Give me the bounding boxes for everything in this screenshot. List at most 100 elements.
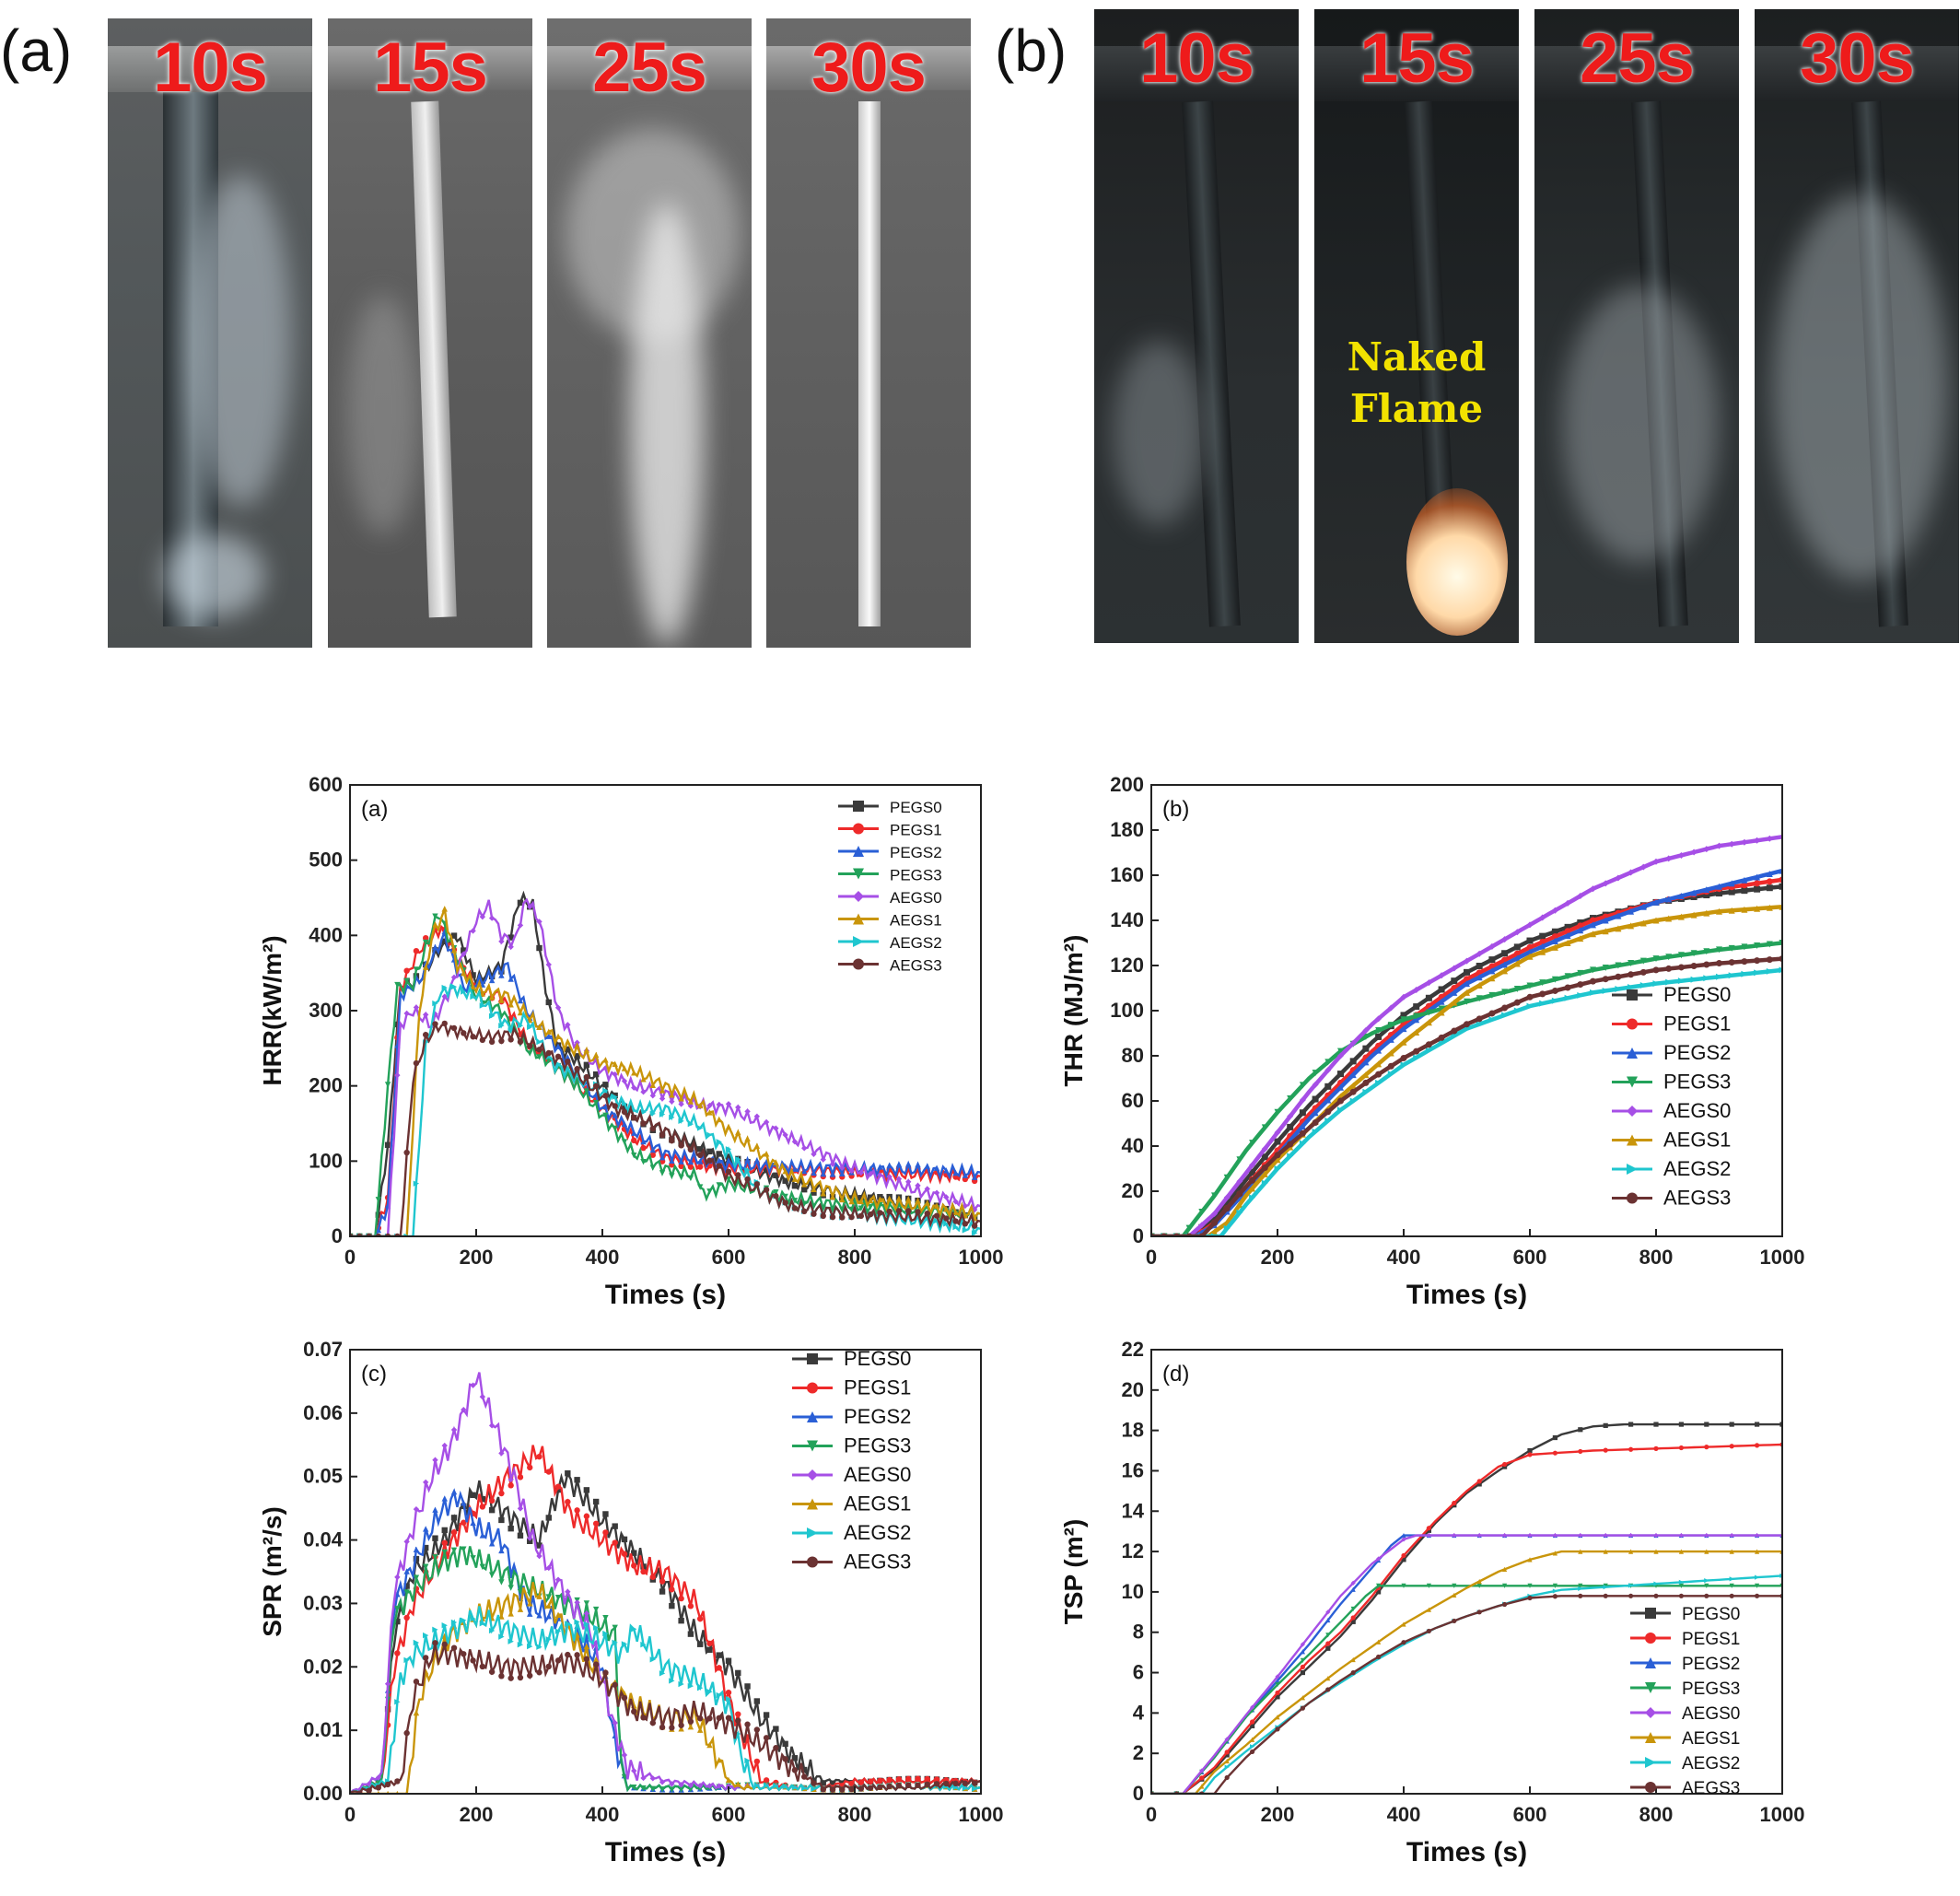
data-point: [1224, 1764, 1230, 1770]
data-point: [488, 994, 496, 1001]
legend-label: AEGS1: [1663, 1129, 1731, 1152]
data-point: [1628, 907, 1635, 915]
data-point: [735, 1717, 741, 1724]
data-point: [1274, 1108, 1281, 1116]
data-point: [1577, 927, 1584, 934]
data-point: [678, 1680, 684, 1688]
data-point: [1362, 1033, 1370, 1040]
data-point: [1236, 1156, 1243, 1164]
legend-label: PEGS0: [844, 1347, 911, 1370]
data-point: [450, 947, 458, 954]
data-point: [1628, 971, 1635, 978]
data-point: [1375, 1033, 1382, 1040]
data-point: [706, 1131, 713, 1139]
data-point: [735, 1104, 741, 1111]
panel-label: (c): [361, 1362, 387, 1387]
data-point: [1539, 914, 1546, 921]
data-point: [1249, 1194, 1256, 1201]
x-axis-label: Times (s): [1406, 1280, 1527, 1310]
data-point: [1665, 915, 1673, 922]
data-point: [1527, 1595, 1533, 1601]
data-point: [915, 1197, 921, 1204]
data-point: [631, 1562, 637, 1569]
data-point: [1400, 993, 1407, 1001]
legend-marker: [807, 1382, 818, 1394]
data-point: [773, 1745, 779, 1751]
data-point: [1400, 1054, 1407, 1061]
x-tick-label: 400: [586, 1803, 620, 1826]
data-point: [1413, 986, 1420, 993]
data-point: [791, 1205, 799, 1211]
data-point: [1577, 893, 1584, 900]
thr-chart: 0 200 400 600 800 1000 0 20 40 60 80 100 120 140 160 18…: [1059, 773, 1804, 1310]
data-point: [791, 1755, 799, 1761]
data-point: [554, 1033, 562, 1040]
series-line: [350, 924, 981, 1236]
legend-label: PEGS0: [1682, 1605, 1740, 1624]
data-point: [1324, 1118, 1332, 1125]
data-point: [612, 1092, 618, 1099]
data-point: [1652, 966, 1660, 974]
data-point: [1476, 1479, 1482, 1484]
data-point: [1766, 871, 1773, 878]
y-tick-label: 12: [1122, 1539, 1144, 1562]
data-point: [696, 1184, 704, 1190]
data-point: [527, 1043, 533, 1049]
data-point: [1476, 1481, 1482, 1487]
legend-label: PEGS3: [1682, 1679, 1740, 1699]
data-point: [1603, 1583, 1608, 1588]
data-point: [678, 1617, 684, 1624]
data-point: [1678, 1532, 1684, 1539]
data-point: [612, 1539, 618, 1546]
data-point: [1476, 950, 1483, 957]
data-point: [725, 1695, 732, 1703]
data-point: [461, 947, 467, 954]
data-point: [1249, 1168, 1256, 1176]
data-point: [1426, 1628, 1431, 1634]
data-point: [517, 1038, 524, 1046]
data-point: [1602, 880, 1609, 887]
series-PEGS1: [1151, 1442, 1782, 1794]
photo-a-frame-2: 15s: [328, 18, 532, 648]
data-point: [1678, 1583, 1684, 1588]
series-AEGS3: [350, 1020, 981, 1236]
data-point: [527, 1672, 533, 1679]
legend-label: AEGS1: [1682, 1729, 1740, 1749]
data-point: [1652, 898, 1660, 906]
legend-marker: [1645, 1608, 1656, 1619]
data-point: [366, 1787, 372, 1794]
y-tick-label: 200: [309, 1074, 343, 1097]
y-tick-label: 160: [1110, 863, 1144, 886]
data-point: [716, 1652, 722, 1658]
data-point: [1275, 1674, 1280, 1679]
data-point: [1324, 1059, 1332, 1066]
data-point: [1223, 1224, 1231, 1232]
data-point: [1452, 1618, 1457, 1624]
y-tick-label: 6: [1133, 1661, 1144, 1684]
data-point: [1678, 1593, 1684, 1598]
data-point: [649, 1785, 656, 1793]
data-point: [1488, 1010, 1496, 1017]
data-point: [432, 943, 438, 951]
data-point: [1376, 1589, 1382, 1595]
data-point: [1274, 1138, 1281, 1145]
data-point: [725, 1168, 732, 1175]
frame-time-label: 25s: [592, 29, 707, 107]
data-point: [1401, 1583, 1406, 1588]
data-point: [1564, 973, 1571, 980]
data-point: [1312, 1095, 1319, 1103]
data-point: [782, 1167, 788, 1175]
data-point: [1236, 1201, 1243, 1209]
frame-time-label: 10s: [1139, 19, 1254, 98]
data-point: [1526, 921, 1534, 929]
data-point: [1362, 1045, 1370, 1052]
data-point: [1513, 999, 1521, 1006]
legend-marker: [1645, 1782, 1656, 1793]
data-point: [791, 1176, 799, 1182]
x-tick-label: 400: [586, 1246, 620, 1269]
data-point: [669, 1786, 675, 1793]
data-point: [631, 1708, 637, 1715]
y-tick-label: 100: [1110, 999, 1144, 1022]
data-point: [1677, 977, 1685, 985]
data-point: [696, 1164, 704, 1170]
